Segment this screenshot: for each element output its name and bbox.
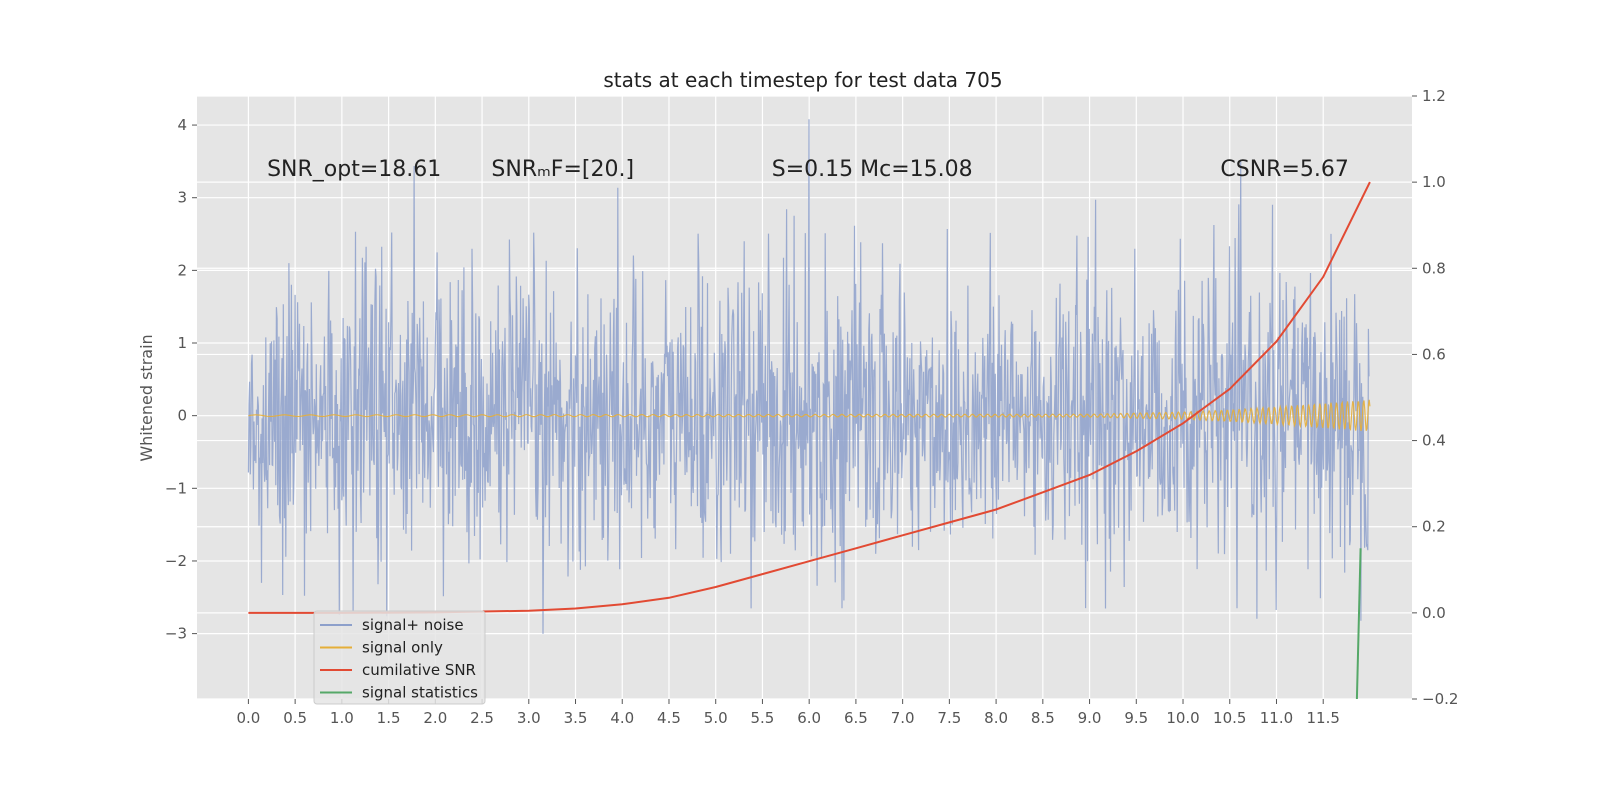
- y-tick-label: −1: [165, 479, 187, 497]
- legend-label: signal only: [362, 639, 443, 657]
- signal-noise-line: [247, 119, 1370, 634]
- legend: signal+ noise signal only cumilative SNR si…: [313, 610, 486, 705]
- x-tick-label: 2.5: [470, 709, 494, 727]
- x-tick-label: 9.5: [1124, 709, 1148, 727]
- y-tick-label: 0: [177, 407, 187, 425]
- x-tick-label: 6.0: [797, 709, 821, 727]
- x-tick-label: 5.0: [704, 709, 728, 727]
- x-tick-label: 3.5: [564, 709, 588, 727]
- y2-tick-label: 0.0: [1422, 604, 1446, 622]
- legend-label: cumilative SNR: [362, 661, 476, 679]
- x-tick-label: 3.0: [517, 709, 541, 727]
- legend-label: signal statistics: [362, 684, 478, 702]
- x-tick-label: 1.5: [377, 709, 401, 727]
- x-tick-label: 0.0: [236, 709, 260, 727]
- x-tick-label: 11.0: [1260, 709, 1293, 727]
- y2-tick-label: 1.0: [1422, 173, 1446, 191]
- x-tick-label: 8.0: [984, 709, 1008, 727]
- y-tick-label: 2: [177, 261, 187, 279]
- y-tick-label: 1: [177, 334, 187, 352]
- x-tick-label: 8.5: [1031, 709, 1055, 727]
- x-tick-label: 10.5: [1213, 709, 1246, 727]
- y-axis-label: Whitened strain: [137, 334, 156, 461]
- x-tick-label: 0.5: [283, 709, 307, 727]
- x-tick-label: 1.0: [330, 709, 354, 727]
- x-tick-label: 4.0: [610, 709, 634, 727]
- x-tick-label: 9.0: [1078, 709, 1102, 727]
- annotation-2: SNRₘF=[20.]: [491, 157, 634, 182]
- y2-tick-label: 0.4: [1422, 432, 1446, 450]
- annotation-1: SNR_opt=18.61: [267, 157, 441, 182]
- x-tick-label: 2.0: [423, 709, 447, 727]
- legend-box: [313, 610, 486, 705]
- cumulative-snr-line: [248, 181, 1371, 614]
- annotation-3: S=0.15 Mᴄ=15.08: [772, 157, 973, 182]
- y-tick-label: −3: [165, 625, 187, 643]
- y2-tick-label: −0.2: [1422, 690, 1458, 708]
- y2-tick-label: 0.8: [1422, 259, 1446, 277]
- signal-only-series: [248, 399, 1371, 431]
- signal-statistics-line: [1355, 548, 1362, 700]
- cumulative-snr-series: [248, 181, 1371, 614]
- legend-label: signal+ noise: [362, 616, 464, 634]
- signal-statistics-series: [1355, 548, 1362, 700]
- y-tick-label: 4: [177, 116, 187, 134]
- y-axis-left: −3 −2 −1 0 1 2 3 4: [165, 116, 197, 643]
- y-axis-right: −0.2 0.0 0.2 0.4 0.6 0.8 1.0 1.2: [1412, 87, 1458, 708]
- x-tick-label: 6.5: [844, 709, 868, 727]
- x-tick-label: 10.0: [1166, 709, 1199, 727]
- signal-only-line: [248, 399, 1371, 431]
- signal-noise-series: [247, 119, 1370, 634]
- y-tick-label: −2: [165, 552, 187, 570]
- x-tick-label: 5.5: [751, 709, 775, 727]
- x-tick-label: 11.5: [1307, 709, 1340, 727]
- annotations: SNR_opt=18.61 SNRₘF=[20.] S=0.15 Mᴄ=15.08 C…: [267, 157, 1349, 182]
- annotation-4: CSNR=5.67: [1220, 157, 1349, 182]
- y2-tick-label: 1.2: [1422, 87, 1446, 105]
- y2-tick-label: 0.6: [1422, 345, 1446, 363]
- y-tick-label: 3: [177, 189, 187, 207]
- x-tick-label: 7.5: [937, 709, 961, 727]
- x-tick-label: 4.5: [657, 709, 681, 727]
- y2-tick-label: 0.2: [1422, 518, 1446, 536]
- chart-title: stats at each timestep for test data 705: [603, 68, 1002, 92]
- x-tick-label: 7.0: [891, 709, 915, 727]
- x-axis: 0.0 0.5 1.0 1.5 2.0 2.5 3.0 3.5 4.0 4.5 5.0 5.5 6.0 6…: [236, 699, 1340, 727]
